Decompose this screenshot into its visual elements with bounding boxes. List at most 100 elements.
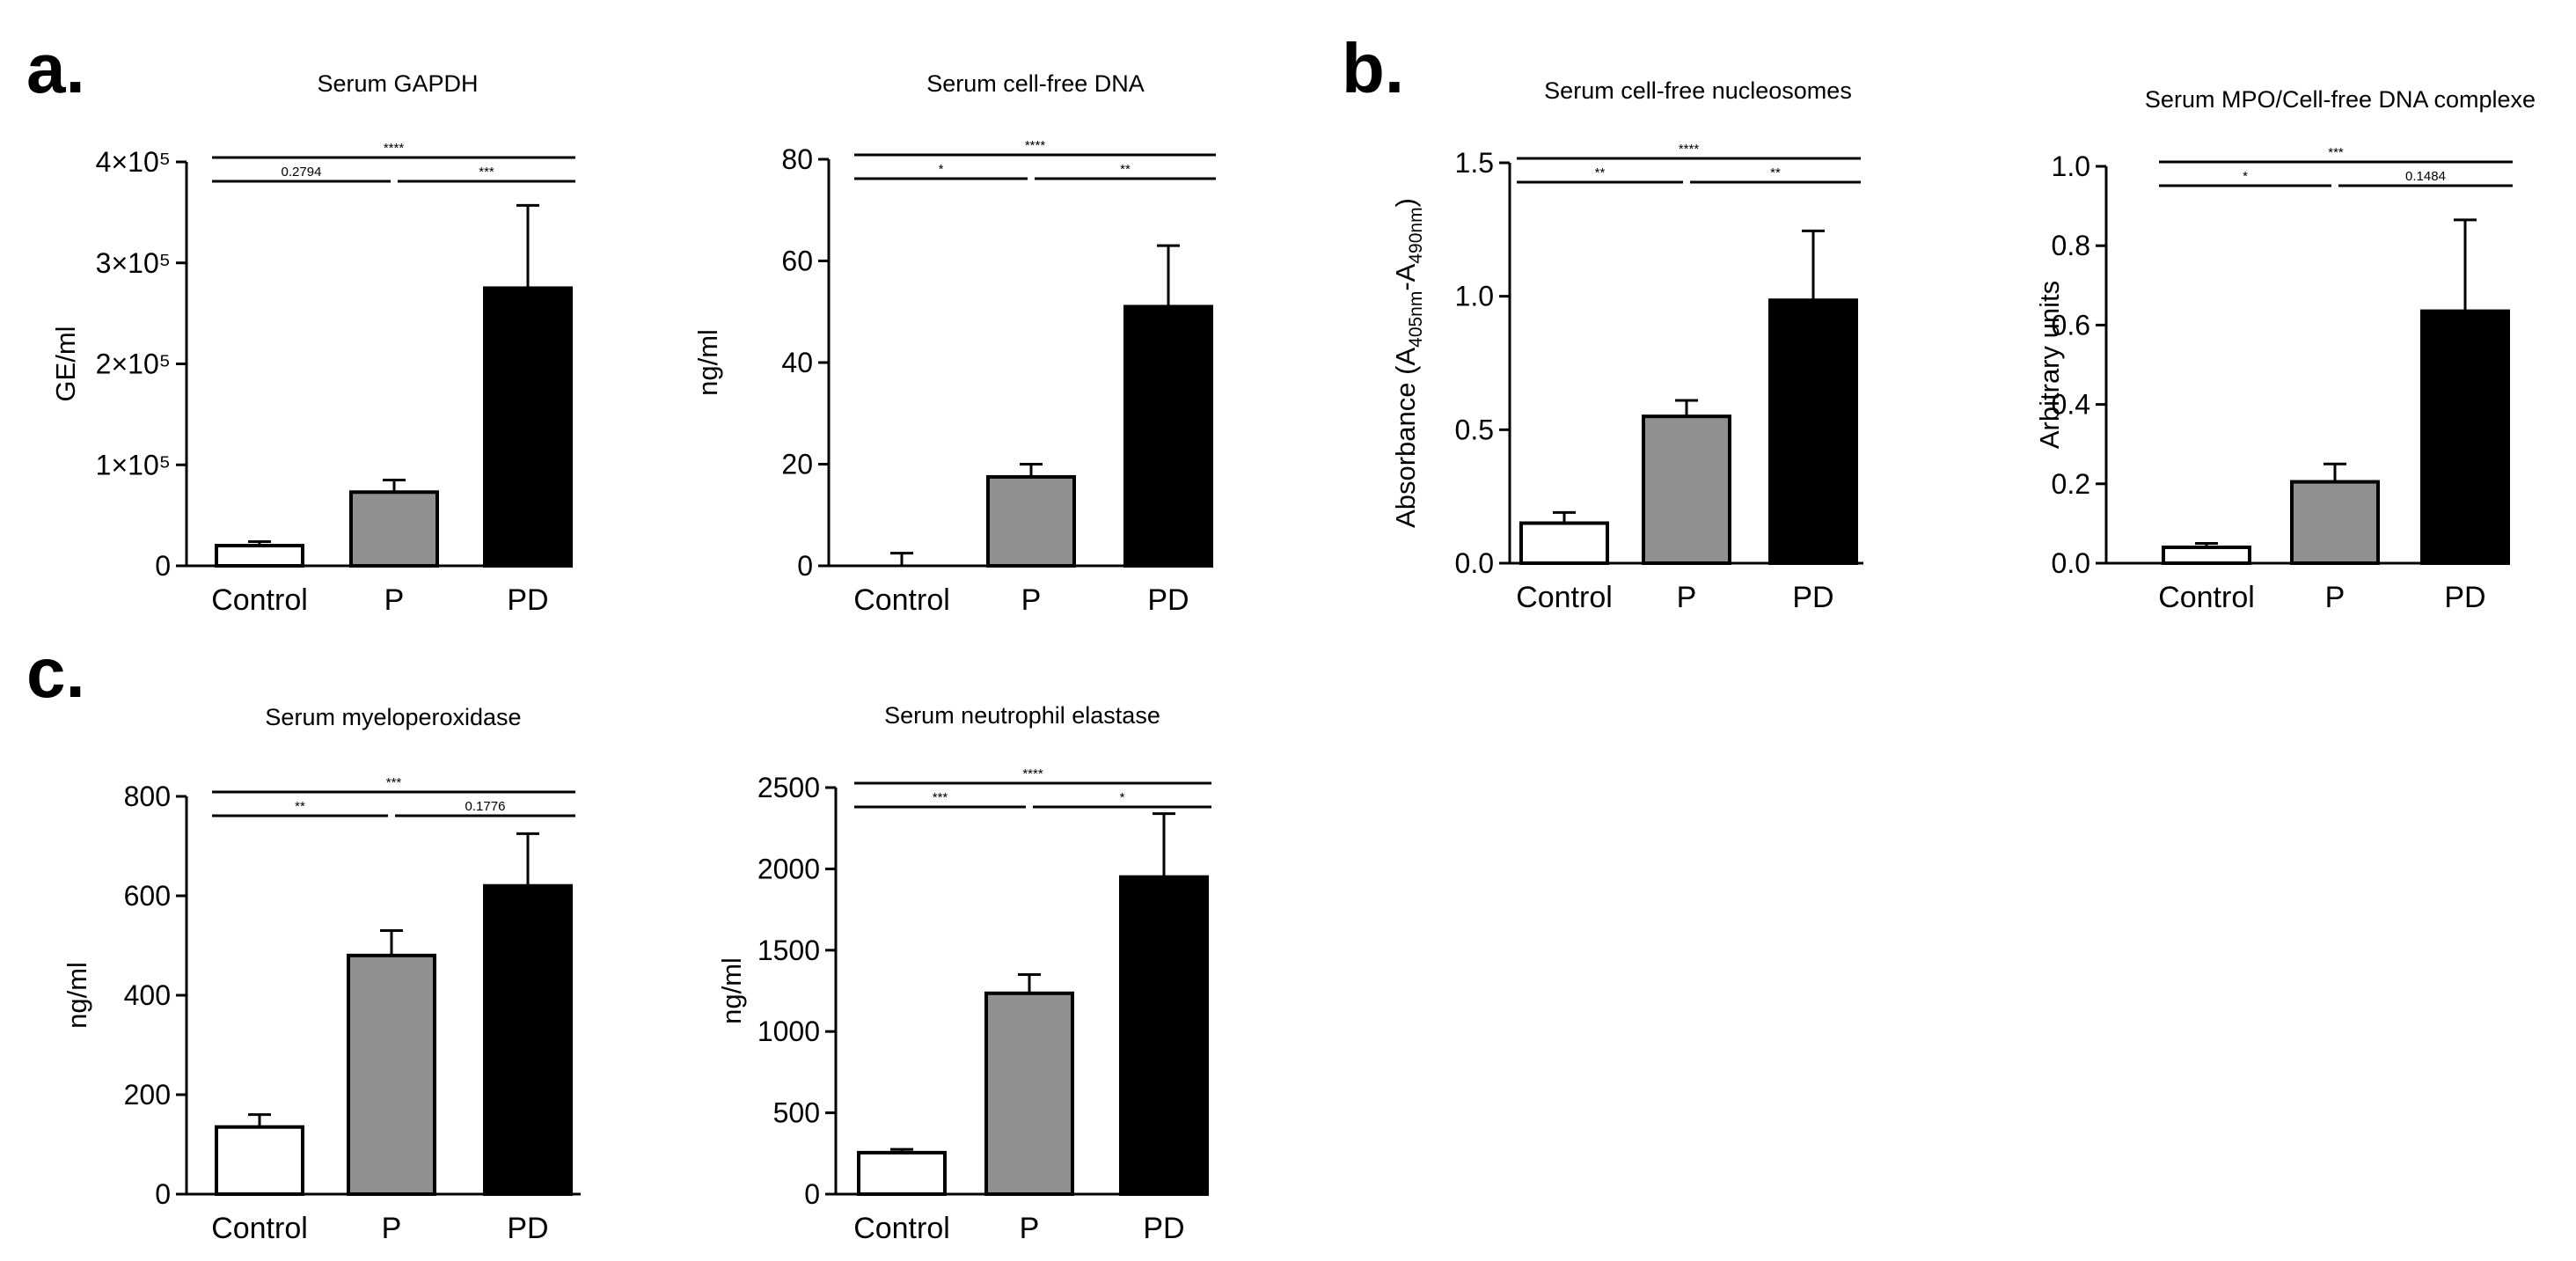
y-tick-label: 0.6	[2052, 309, 2090, 341]
y-axis-label-part: -A	[1390, 263, 1421, 290]
y-tick-label: 1.5	[1455, 147, 1494, 179]
y-tick-label: 200	[124, 1079, 171, 1111]
significance-label: 0.1484	[2405, 169, 2446, 184]
bar-pd	[1119, 875, 1209, 1196]
category-label-pd: PD	[507, 583, 548, 617]
category-label-pd: PD	[1143, 1212, 1184, 1245]
category-label-control: Control	[211, 583, 308, 617]
significance-label: **	[1770, 165, 1781, 180]
chart-elastase: Serum neutrophil elastase ng/ml 0 500 1000 15…	[716, 702, 1211, 1245]
y-axis-label-part: 490nm	[1406, 207, 1426, 263]
category-label-p: P	[382, 1212, 402, 1245]
bar-pd	[483, 286, 573, 568]
y-axis-label-part: 405nm	[1406, 291, 1426, 348]
significance-label: ****	[384, 141, 405, 156]
chart-title: Serum myeloperoxidase	[265, 704, 521, 730]
y-tick-label: 2000	[757, 853, 820, 884]
charts: Serum GAPDH GE/ml 0 1×10⁵ 2×10⁵ 3×10⁵ 4×10⁵ Con…	[50, 70, 2536, 1245]
significance-label: **	[295, 799, 305, 814]
significance-label: ***	[479, 165, 494, 180]
category-label-control: Control	[2158, 581, 2255, 614]
y-tick-label: 40	[781, 347, 813, 378]
significance-label: **	[1120, 162, 1131, 177]
chart-cfdna: Serum cell-free DNA ng/ml 0 20 40 60 80 Control…	[692, 70, 1216, 617]
category-label-p: P	[1021, 583, 1042, 617]
panel-label-c: c.	[26, 634, 85, 712]
y-tick-label: 1500	[757, 935, 820, 966]
significance-label: 0.1776	[465, 799, 506, 814]
y-tick-label: 80	[781, 143, 813, 175]
category-label-p: P	[1677, 581, 1697, 614]
significance-label: **	[1595, 165, 1606, 180]
y-tick-label: 0.0	[2052, 547, 2090, 579]
y-axis-label: ng/ml	[62, 962, 92, 1029]
category-label-control: Control	[1516, 581, 1613, 614]
chart-mpo: Serum myeloperoxidase ng/ml 0 200 400 600 800 C…	[62, 704, 581, 1245]
chart-title: Serum cell-free DNA	[926, 70, 1145, 97]
y-axis-label: Absorbance (A405nm-A490nm)	[1390, 198, 1426, 528]
significance-label: ****	[1025, 138, 1046, 153]
y-tick-label: 60	[781, 246, 813, 277]
y-tick-label: 800	[124, 781, 171, 812]
y-axis-label: Arbitrary units	[2034, 281, 2065, 449]
y-tick-label: 0	[155, 1178, 171, 1210]
category-label-p: P	[384, 583, 405, 617]
significance-label: ***	[933, 790, 948, 805]
y-tick-label: 600	[124, 880, 171, 912]
y-tick-label: 0.5	[1455, 414, 1494, 445]
significance-label: ****	[1022, 766, 1043, 781]
significance-label: ***	[2328, 145, 2344, 160]
significance-label: ****	[1679, 142, 1700, 157]
category-label-pd: PD	[1792, 581, 1833, 614]
panel-label-a: a.	[26, 29, 85, 107]
category-label-control: Control	[853, 583, 950, 617]
category-label-pd: PD	[2444, 581, 2485, 614]
y-tick-label: 0	[797, 550, 813, 582]
bar-pd	[483, 883, 573, 1196]
chart-title: Serum neutrophil elastase	[884, 702, 1160, 729]
y-axis-label: ng/ml	[692, 329, 723, 396]
bar-control	[1519, 521, 1609, 565]
significance-label: *	[939, 162, 944, 177]
bar-control	[857, 1150, 947, 1196]
y-tick-label: 1×10⁵	[96, 449, 171, 480]
bar-p	[1642, 414, 1731, 565]
chart-gapdh: Serum GAPDH GE/ml 0 1×10⁵ 2×10⁵ 3×10⁵ 4×10⁵ Con…	[50, 70, 575, 617]
bar-p	[347, 953, 436, 1197]
significance-label: ***	[386, 775, 402, 790]
y-tick-label: 0.0	[1455, 547, 1494, 579]
y-axis-label-part: Absorbance (A	[1390, 348, 1421, 528]
y-tick-label: 0	[155, 550, 171, 582]
category-label-control: Control	[853, 1212, 950, 1245]
y-tick-label: 2500	[757, 772, 820, 803]
bar-control	[2162, 545, 2251, 566]
chart-nucleosomes: Serum cell-free nucleosomes Absorbance (A…	[1390, 77, 1863, 614]
bar-control	[215, 544, 304, 568]
y-tick-label: 0.4	[2052, 389, 2090, 421]
chart-title: Serum cell-free nucleosomes	[1544, 77, 1852, 104]
y-tick-label: 0	[804, 1178, 820, 1210]
bar-pd	[2420, 309, 2510, 565]
significance-label: 0.2794	[282, 165, 322, 180]
y-tick-label: 1.0	[1455, 281, 1494, 312]
panel-label-b: b.	[1342, 29, 1404, 107]
y-tick-label: 400	[124, 979, 171, 1011]
y-tick-label: 2×10⁵	[96, 348, 171, 380]
significance-label: *	[1120, 790, 1125, 805]
category-label-pd: PD	[1147, 583, 1189, 617]
bar-p	[349, 490, 439, 568]
y-tick-label: 1000	[757, 1015, 820, 1047]
chart-title: Serum MPO/Cell-free DNA complexe	[2145, 86, 2536, 113]
bar-p	[2290, 480, 2380, 565]
y-axis-label: GE/ml	[50, 326, 81, 401]
y-tick-label: 0.2	[2052, 468, 2090, 500]
category-label-p: P	[2325, 581, 2345, 614]
y-tick-label: 500	[773, 1097, 820, 1129]
y-tick-label: 20	[781, 449, 813, 480]
bar-control	[215, 1125, 304, 1196]
category-label-pd: PD	[507, 1212, 548, 1245]
category-label-p: P	[1020, 1212, 1040, 1245]
y-axis-label: ng/ml	[716, 957, 747, 1024]
significance-label: *	[2243, 169, 2248, 184]
